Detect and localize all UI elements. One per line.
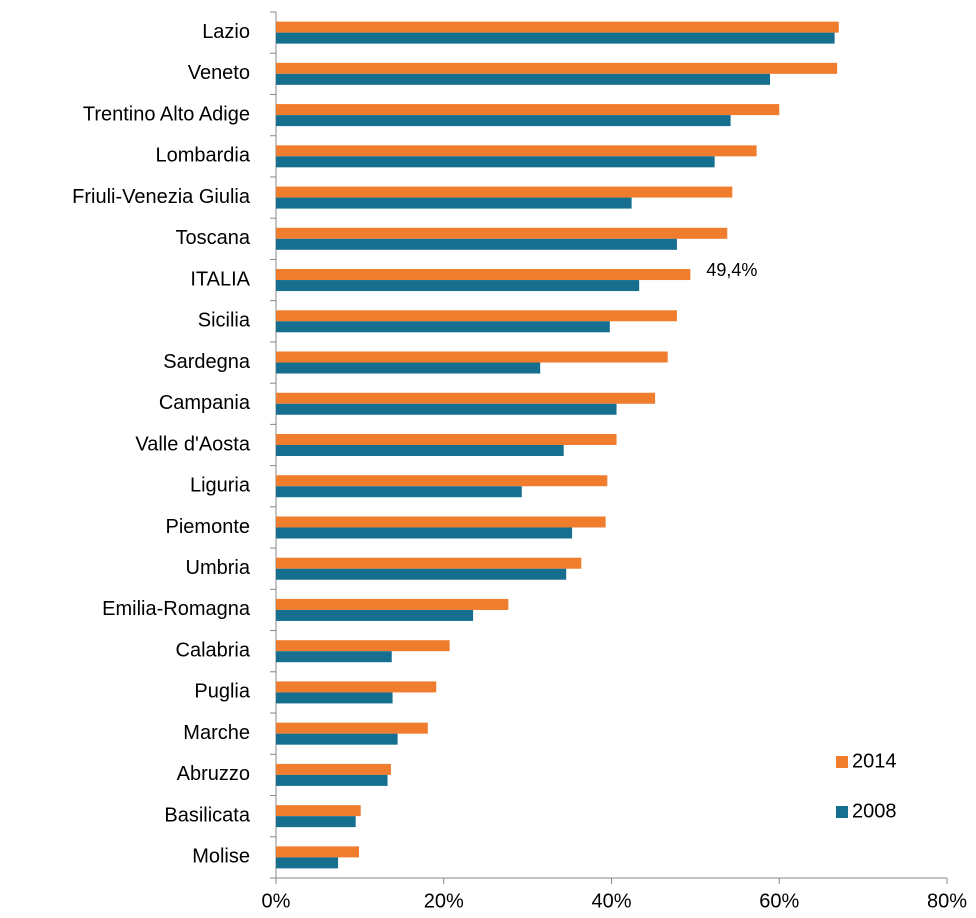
bar [276,73,771,85]
y-tick-label: Friuli-Venezia Giulia [72,186,251,208]
bar [276,763,391,775]
y-tick-label: Calabria [176,639,251,661]
bar [276,445,564,456]
legend-label: 2008 [852,800,897,822]
y-tick-label: Piemonte [166,516,251,538]
legend-label: 2014 [852,750,897,772]
bar [276,857,339,869]
x-tick-label: 60% [759,890,799,912]
y-tick-label: Marche [183,722,250,744]
bar [276,434,617,445]
bar [276,186,733,198]
bar [276,774,388,786]
y-tick-label: Valle d'Aosta [135,433,251,455]
bar [276,21,839,33]
legend-swatch [836,756,848,768]
bar [276,115,731,127]
bar [276,403,617,415]
bar [276,681,437,693]
bar [276,351,668,363]
bar [276,722,428,734]
bar [276,310,677,322]
legend-swatch [836,806,848,818]
bar [276,156,715,168]
data-label: 49,4% [706,260,757,280]
y-tick-label: Molise [192,846,250,868]
y-tick-label: Campania [159,392,251,414]
bar [276,640,450,652]
y-tick-label: Lombardia [155,145,250,167]
bar [276,733,398,745]
bar [276,269,691,281]
bar [276,62,838,74]
y-tick-label: Basilicata [164,804,250,826]
bar [276,32,835,44]
bar [276,598,509,610]
bar [276,516,606,528]
bar [276,238,677,250]
bar [276,362,541,374]
y-tick-label: Lazio [202,21,250,43]
y-tick-label: ITALIA [190,268,250,290]
bar [276,557,582,569]
bar [276,104,780,116]
bar [276,816,356,828]
bar [276,280,640,292]
bar [276,651,392,663]
bar [276,692,393,704]
bar [276,145,757,157]
x-tick-label: 40% [591,890,631,912]
bar [276,609,474,621]
bar [276,846,360,858]
y-tick-label: Umbria [186,557,251,579]
y-tick-label: Emilia-Romagna [102,598,251,620]
bar [276,486,522,498]
y-tick-label: Sicilia [198,310,251,332]
bar [276,227,728,239]
y-tick-label: Puglia [194,681,250,703]
y-tick-label: Abruzzo [177,763,250,785]
x-tick-label: 80% [927,890,967,912]
bar [276,568,567,580]
x-tick-label: 0% [262,890,291,912]
bar [276,197,632,209]
y-tick-label: Veneto [188,62,250,84]
bar [276,527,573,539]
bar [276,475,608,487]
bar [276,321,610,333]
y-tick-label: Sardegna [163,351,251,373]
bar [276,805,361,817]
y-tick-label: Liguria [190,475,251,497]
bar [276,392,656,404]
y-tick-label: Trentino Alto Adige [83,103,250,125]
x-tick-label: 20% [424,890,464,912]
y-tick-label: Toscana [176,227,251,249]
